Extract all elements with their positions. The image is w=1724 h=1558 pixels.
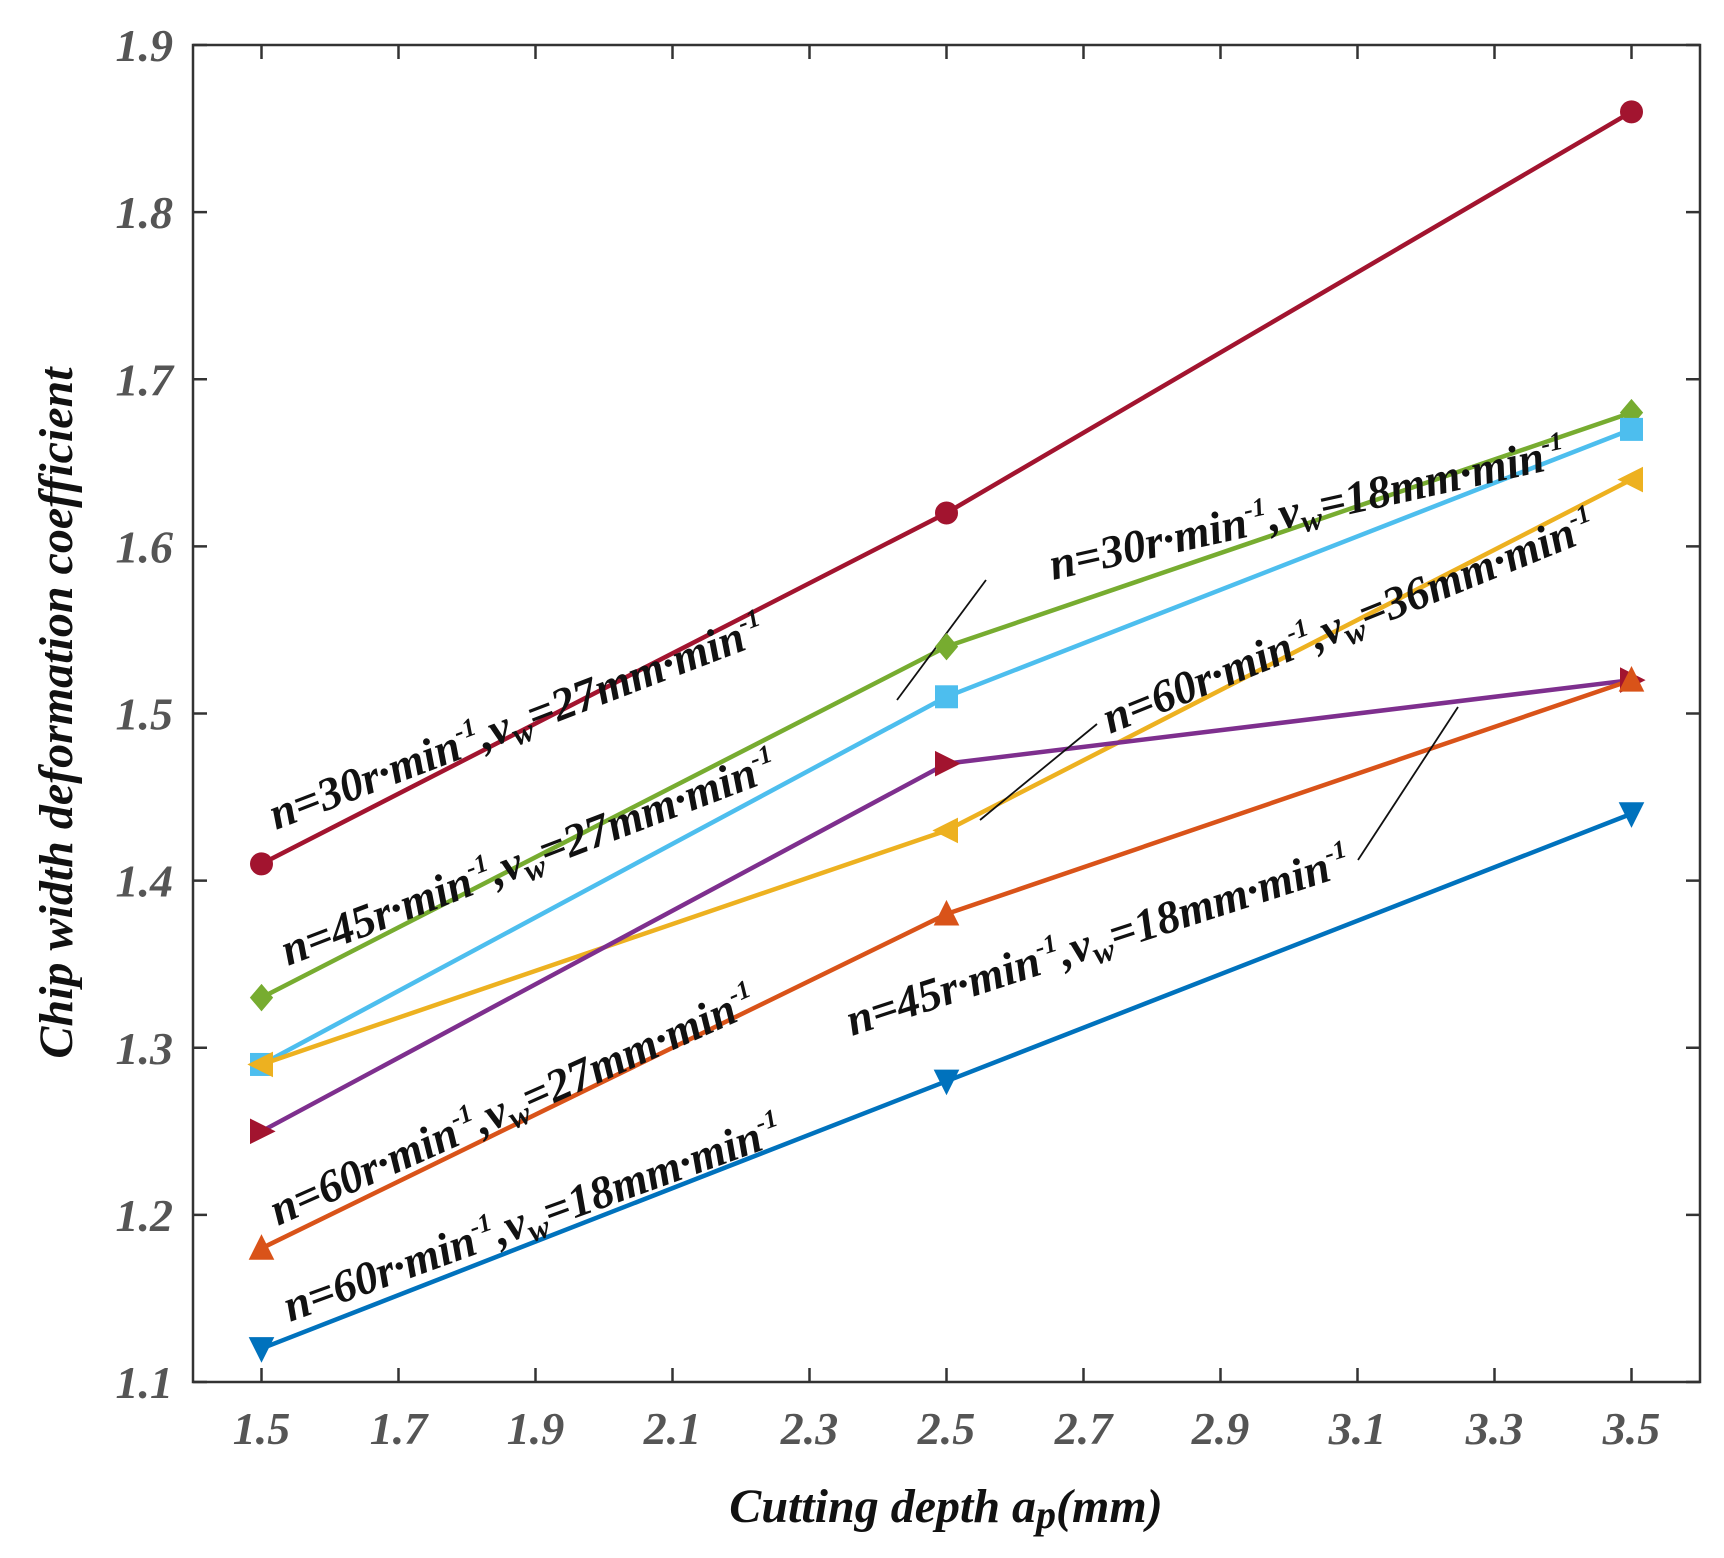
data-point-diamond (249, 983, 274, 1012)
y-tick-label: 1.2 (116, 1190, 174, 1241)
annotation-leader-2 (1357, 706, 1459, 861)
data-point-triangle-right (250, 1118, 276, 1145)
annotation-leader-1 (979, 723, 1098, 821)
data-point-triangle-left (247, 1051, 273, 1078)
x-tick-label: 1.5 (233, 1403, 291, 1454)
y-tick-label: 1.8 (116, 187, 174, 238)
data-point-circle (1620, 100, 1643, 124)
data-point-triangle-down (248, 1337, 275, 1363)
y-tick-label: 1.1 (116, 1357, 174, 1408)
y-tick-label: 1.3 (116, 1023, 174, 1074)
x-tick-label: 2.9 (1191, 1403, 1250, 1454)
data-point-triangle-left (1617, 466, 1643, 493)
data-point-square (935, 685, 958, 709)
x-axis-title: Cutting depth ap(mm) (729, 1480, 1162, 1537)
data-point-circle (250, 852, 273, 876)
series-markers (247, 100, 1646, 1363)
x-axis-ticks: 1.5 1.7 1.9 2.1 2.3 2.5 2.7 2.9 3.1 3.3 3.5 (233, 45, 1661, 1454)
data-point-triangle-up (1618, 665, 1645, 692)
y-tick-label: 1.9 (116, 20, 174, 71)
data-point-circle (935, 501, 958, 525)
y-tick-label: 1.7 (116, 354, 176, 405)
x-tick-label: 3.5 (1602, 1403, 1661, 1454)
series-annotations: n=30r·min-1,vw=27mm·min-1n=45r·min-1,vw=… (261, 426, 1594, 1336)
y-tick-label: 1.4 (116, 856, 174, 907)
y-tick-label: 1.6 (116, 521, 174, 572)
data-point-triangle-right (935, 750, 961, 777)
data-point-triangle-left (932, 817, 958, 844)
x-tick-label: 3.3 (1465, 1403, 1524, 1454)
data-point-triangle-down (933, 1069, 960, 1096)
series-annotation-6: n=60r·min-1,vw=18mm·min-1 (276, 1103, 791, 1336)
data-point-diamond (934, 632, 959, 661)
data-point-square (1620, 417, 1643, 441)
data-point-triangle-down (1618, 802, 1645, 828)
y-axis-ticks: 1.1 1.2 1.3 1.4 1.5 1.6 1.7 1.8 1.9 (116, 20, 1700, 1408)
x-tick-label: 2.5 (917, 1403, 976, 1454)
y-tick-label: 1.5 (116, 689, 174, 740)
x-tick-label: 2.1 (643, 1403, 702, 1454)
x-tick-label: 2.3 (780, 1403, 839, 1454)
x-tick-label: 1.7 (370, 1403, 430, 1454)
x-tick-label: 3.1 (1328, 1403, 1387, 1454)
data-point-triangle-up (933, 899, 960, 926)
series-annotation-5: n=45r·min-1,vw=18mm·min-1 (839, 834, 1358, 1050)
x-tick-label: 2.7 (1054, 1403, 1115, 1454)
plot-area-frame (191, 43, 1702, 1384)
y-axis-title: Chip width deformation coefficient (30, 366, 83, 1059)
data-point-triangle-up (248, 1234, 275, 1260)
x-tick-label: 1.9 (507, 1403, 565, 1454)
